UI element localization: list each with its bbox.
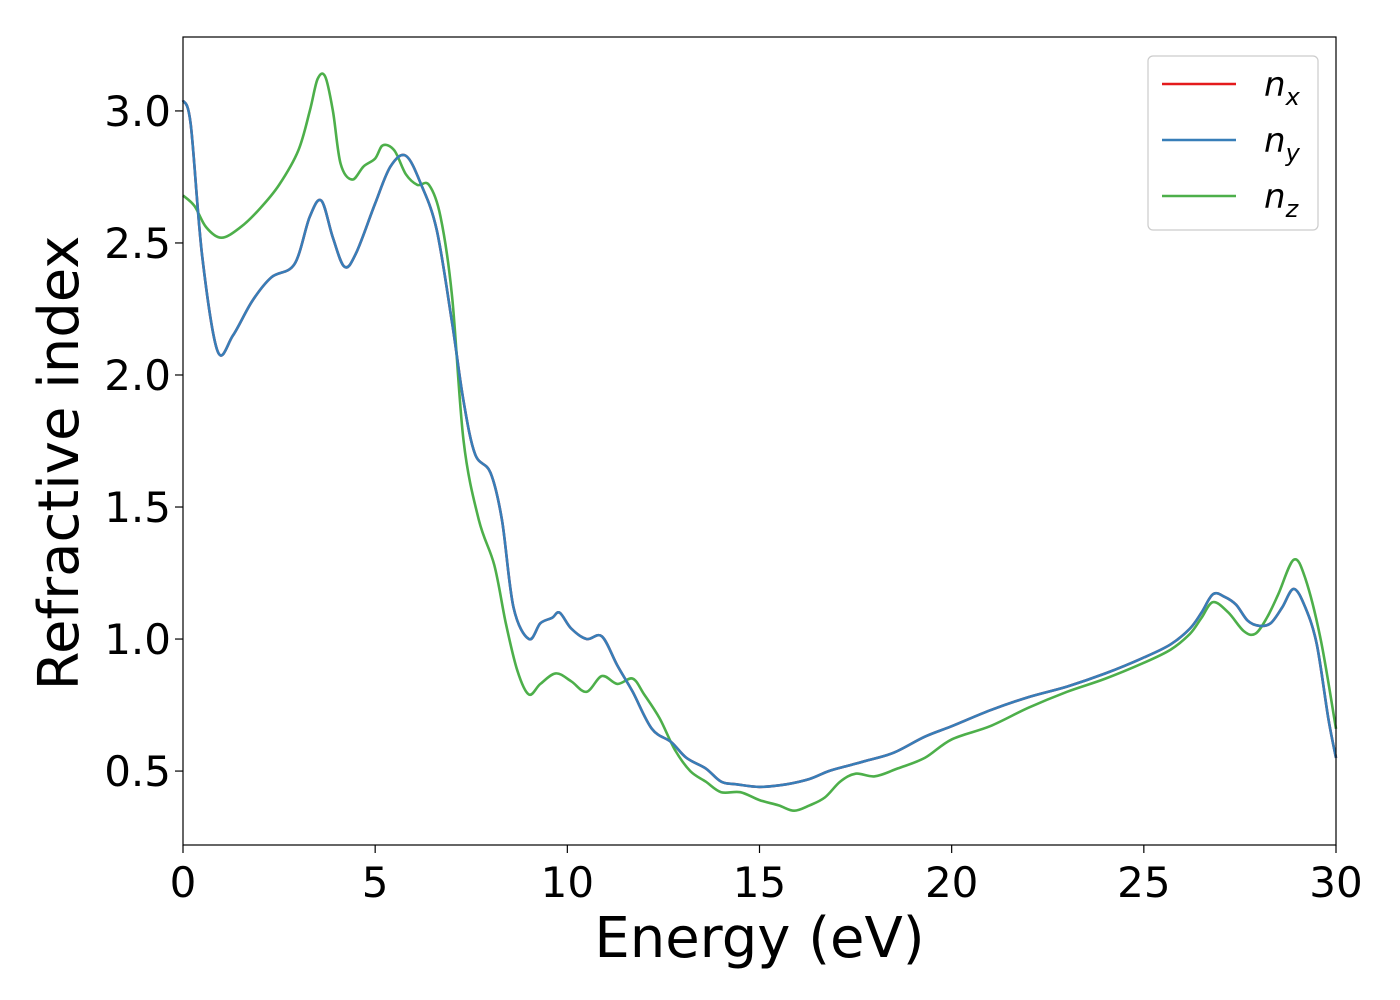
y-axis-title: Refractive index: [27, 236, 92, 691]
x-axis-ticks: 0 5 10 15 20 25 30: [170, 845, 1363, 907]
x-tick-label: 10: [541, 858, 594, 907]
legend: nx ny nz: [1147, 55, 1319, 231]
y-tick-label: 1.5: [104, 483, 171, 532]
legend-label-n-x: nx: [1264, 65, 1301, 111]
x-tick-label: 15: [733, 858, 786, 907]
legend-label-n-z: nz: [1264, 177, 1300, 223]
series-layer: [181, 72, 1338, 812]
x-tick-label: 30: [1309, 858, 1362, 907]
series-line-n-z: [182, 72, 1338, 812]
y-tick-label: 0.5: [104, 747, 171, 796]
x-axis-title: Energy (eV): [594, 906, 924, 971]
legend-label-n-y: ny: [1264, 121, 1301, 167]
y-axis-ticks: 0.5 1.0 1.5 2.0 2.5 3.0: [104, 87, 183, 796]
x-tick-label: 20: [925, 858, 978, 907]
y-tick-label: 1.0: [104, 615, 171, 664]
y-tick-label: 2.0: [104, 351, 171, 400]
y-tick-label: 3.0: [104, 87, 171, 136]
x-tick-label: 5: [362, 858, 389, 907]
y-tick-label: 2.5: [104, 219, 171, 268]
x-tick-label: 25: [1117, 858, 1170, 907]
x-tick-label: 0: [170, 858, 197, 907]
legend-box: [1147, 55, 1319, 231]
series-line-n-y: [181, 99, 1338, 789]
